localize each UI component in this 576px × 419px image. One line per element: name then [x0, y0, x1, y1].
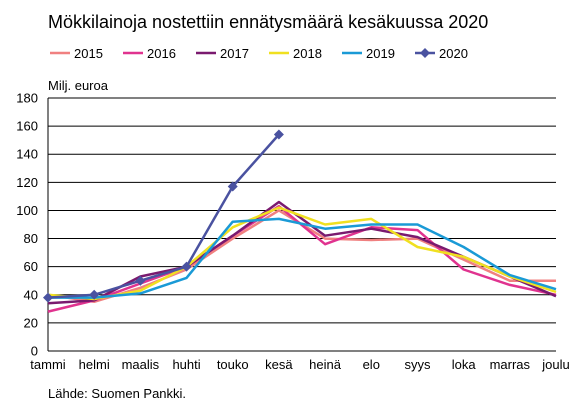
data-point-2020	[181, 261, 192, 272]
chart-title: Mökkilainoja nostettiin ennätysmäärä kes…	[48, 12, 488, 32]
x-tick-label: marras	[490, 357, 531, 372]
y-tick-label: 100	[16, 203, 38, 218]
x-axis-ticks: tammi helmi maalis huhti touko kesä heinä elo sy…	[30, 357, 569, 372]
y-tick-label: 0	[31, 344, 38, 359]
legend-label-2019: 2019	[366, 46, 395, 61]
y-tick-label: 120	[16, 175, 38, 190]
legend-label-2016: 2016	[147, 46, 176, 61]
data-point-2020	[89, 289, 100, 300]
series-line-2020	[47, 133, 280, 299]
gridlines	[47, 97, 556, 352]
data-point-2020	[43, 292, 53, 303]
x-tick-label: heinä	[309, 357, 342, 372]
x-tick-label: touko	[217, 357, 249, 372]
x-tick-label: tammi	[30, 357, 66, 372]
x-tick-label: joulu	[541, 357, 569, 372]
source-note: Lähde: Suomen Pankki.	[48, 386, 186, 401]
x-tick-label: elo	[363, 357, 380, 372]
legend-label-2015: 2015	[74, 46, 103, 61]
y-tick-label: 20	[24, 315, 38, 330]
x-tick-label: huhti	[172, 357, 200, 372]
y-tick-label: 180	[16, 91, 38, 106]
legend: 2015 2016 2017 2018 2019 2020	[50, 46, 468, 61]
data-point-2020	[273, 129, 284, 140]
legend-label-2017: 2017	[220, 46, 249, 61]
y-tick-label: 160	[16, 119, 38, 134]
data-point-2020	[135, 275, 146, 286]
x-tick-label: kesä	[265, 357, 293, 372]
series-line-2016	[47, 204, 557, 313]
x-tick-label: helmi	[79, 357, 110, 372]
data-point-2020	[227, 181, 238, 192]
x-tick-label: loka	[452, 357, 477, 372]
legend-label-2018: 2018	[293, 46, 322, 61]
y-tick-label: 140	[16, 147, 38, 162]
legend-marker-2020	[420, 48, 430, 58]
y-tick-label: 80	[24, 231, 38, 246]
series-lines	[47, 133, 557, 313]
series-line-2018	[47, 206, 557, 301]
legend-label-2020: 2020	[439, 46, 468, 61]
y-axis-ticks: 0 20 40 60 80 100 120 140 160 180	[16, 91, 38, 359]
y-axis-label: Milj. euroa	[48, 78, 109, 93]
x-tick-label: maalis	[122, 357, 160, 372]
series-line-2019	[48, 217, 557, 299]
y-tick-label: 60	[24, 259, 38, 274]
x-tick-label: syys	[404, 357, 431, 372]
series-markers	[43, 129, 284, 303]
y-tick-label: 40	[24, 287, 38, 302]
